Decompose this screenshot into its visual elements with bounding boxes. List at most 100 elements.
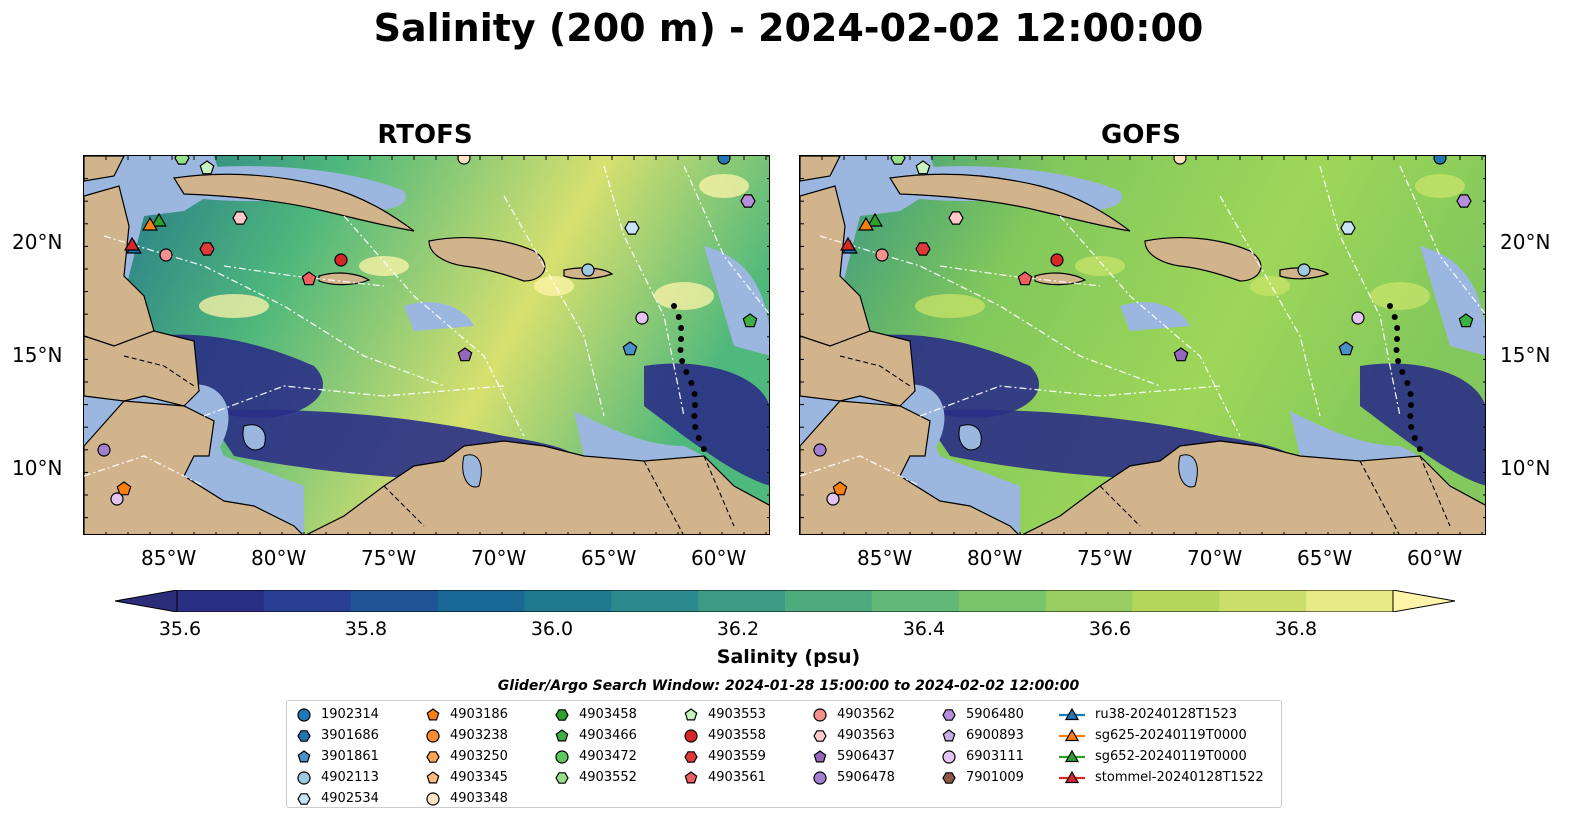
colorbar-segment [437, 590, 525, 612]
island [1408, 402, 1415, 408]
country-border [383, 485, 425, 527]
float-marker [1050, 253, 1064, 267]
lon-label: 75°W [361, 546, 417, 570]
legend-label: 4903345 [450, 770, 508, 785]
land-mass [173, 173, 415, 232]
land-mass [306, 440, 769, 534]
legend-item: 4903561 [682, 767, 766, 788]
continental-shelf [1120, 302, 1190, 331]
legend-item: sg652-20240119T0000 [1057, 746, 1247, 767]
legend-label: 4903186 [450, 707, 508, 722]
land-mass [84, 156, 125, 182]
float-marker [457, 347, 473, 362]
continental-shelf [1290, 411, 1420, 466]
land-mass [318, 272, 371, 286]
legend-item: stommel-20240128T1522 [1057, 767, 1264, 788]
legend-item: 5906480 [940, 704, 1024, 725]
legend-label: 6900893 [966, 728, 1024, 743]
float-marker [1351, 311, 1365, 325]
float-marker [581, 263, 595, 277]
island [683, 369, 690, 375]
legend-item: 4903186 [424, 704, 508, 725]
country-border [703, 455, 735, 527]
land-mass [84, 330, 200, 407]
lon-label: 75°W [1077, 546, 1133, 570]
eez-boundary [939, 265, 1101, 287]
legend-item: 4903466 [553, 725, 637, 746]
legend-marker-icon [555, 708, 569, 721]
legend-label: 6903111 [966, 749, 1024, 764]
high-salinity-patch [534, 276, 574, 296]
float-marker [1458, 313, 1474, 328]
island [679, 358, 686, 364]
legend-label: 4903552 [579, 770, 637, 785]
legend-item: 4903553 [682, 704, 766, 725]
island [1394, 325, 1401, 331]
float-marker [624, 221, 640, 235]
island [1407, 413, 1414, 419]
eez-boundary [1059, 215, 1241, 437]
legend-label: 5906437 [837, 749, 895, 764]
high-salinity-patch [199, 294, 269, 318]
high-salinity-patch [1415, 174, 1465, 198]
lon-label: 60°W [1407, 546, 1463, 570]
colorbar-segment [1045, 590, 1133, 612]
island [1399, 369, 1406, 375]
map-gofs[interactable] [799, 155, 1486, 535]
eez-boundary [203, 385, 505, 417]
country-border [123, 355, 195, 387]
country-border [839, 355, 911, 387]
colorbar-segment [958, 590, 1047, 612]
legend-marker-icon [942, 728, 956, 741]
legend-marker-icon [297, 729, 311, 742]
colorbar-segment [1219, 590, 1307, 612]
legend-marker-icon [297, 770, 311, 785]
float-marker [334, 253, 348, 267]
legend-item: 7901009 [940, 767, 1024, 788]
lon-label: 70°W [1187, 546, 1243, 570]
legend-label: 4903553 [708, 707, 766, 722]
land-mass [84, 400, 303, 534]
island [691, 413, 698, 419]
legend-item: 3901686 [295, 725, 379, 746]
island [688, 380, 695, 386]
legend-item: 4903458 [553, 704, 637, 725]
colorbar-tick-label: 36.0 [530, 618, 574, 640]
float-marker [1340, 221, 1356, 235]
legend-item: 4903250 [424, 746, 508, 767]
eez-boundary [343, 215, 525, 437]
lake [958, 424, 982, 451]
country-border [643, 460, 684, 534]
low-salinity-region [644, 363, 769, 486]
land-mass [800, 330, 916, 407]
legend-label: 4903238 [450, 728, 508, 743]
float-marker [826, 492, 840, 506]
float-marker [1173, 156, 1187, 165]
land-mass [1144, 237, 1262, 282]
island [678, 325, 685, 331]
legend-marker-icon [1059, 770, 1085, 783]
island [1404, 380, 1411, 386]
float-marker [635, 311, 649, 325]
island [1387, 303, 1393, 309]
island [1393, 347, 1400, 353]
colorbar-extend-low [115, 590, 178, 612]
colorbar-segment [698, 590, 786, 612]
glider-marker [142, 216, 158, 231]
colorbar-segment [871, 590, 960, 612]
lon-label: 80°W [967, 546, 1023, 570]
legend-item: 5906478 [811, 767, 895, 788]
legend-label: stommel-20240128T1522 [1095, 770, 1264, 785]
float-marker [1338, 341, 1354, 356]
legend-label: 5906480 [966, 707, 1024, 722]
lon-label: 65°W [581, 546, 637, 570]
lat-label: 10°N [12, 456, 63, 480]
lon-label: 65°W [1297, 546, 1353, 570]
continental-shelf [404, 302, 474, 331]
glider-marker [858, 216, 874, 231]
lat-label: 20°N [12, 230, 63, 254]
map-rtofs[interactable] [83, 155, 770, 535]
lon-label: 80°W [251, 546, 307, 570]
eez-boundary [603, 165, 685, 417]
colorbar-segment [350, 590, 439, 612]
